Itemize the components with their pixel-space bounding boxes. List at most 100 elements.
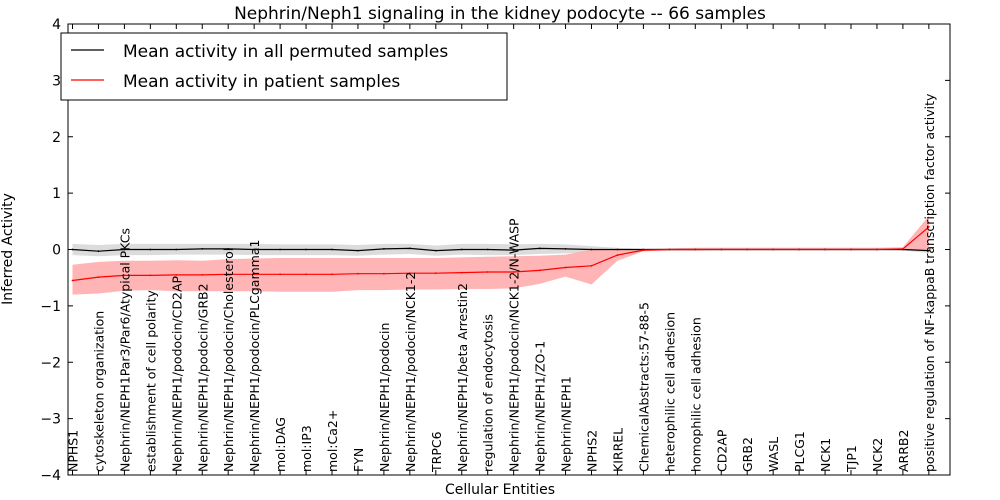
data-point bbox=[512, 271, 515, 273]
x-axis-label: Cellular Entities bbox=[445, 482, 555, 498]
x-tick-label: ARRB2 bbox=[896, 430, 911, 472]
series-lines bbox=[71, 226, 930, 282]
data-point bbox=[123, 248, 126, 251]
data-point bbox=[486, 248, 489, 251]
data-point bbox=[772, 248, 774, 251]
data-point bbox=[928, 249, 930, 252]
data-point bbox=[331, 273, 333, 276]
data-point bbox=[694, 248, 697, 251]
data-point bbox=[460, 248, 463, 251]
data-point bbox=[642, 249, 645, 252]
legend-box bbox=[60, 32, 508, 101]
x-tick-label: Nephrin/NEPH1/beta Arrestin2 bbox=[455, 283, 470, 472]
x-tick-label: Nephrin/NEPH1/podocin/Cholesterol bbox=[221, 248, 236, 472]
data-point bbox=[383, 248, 385, 250]
legend-label-permuted: Mean activity in all permuted samples bbox=[123, 42, 448, 62]
x-tick-label: FYN bbox=[351, 448, 366, 472]
x-tick-label: WASL bbox=[766, 437, 781, 472]
x-tick-label: ChemicalAbstracts:57-88-5 bbox=[636, 302, 651, 472]
x-tick-label: Nephrin/NEPH1/podocin bbox=[377, 323, 392, 472]
data-point bbox=[616, 254, 619, 256]
plot-frame bbox=[67, 23, 951, 476]
data-point bbox=[123, 274, 126, 277]
data-point bbox=[590, 248, 593, 251]
data-point bbox=[279, 273, 281, 276]
y-tick-label: 1 bbox=[52, 186, 61, 202]
data-point bbox=[486, 271, 489, 273]
chart-title: Nephrin/Neph1 signaling in the kidney po… bbox=[234, 4, 766, 24]
x-tick-label: positive regulation of NF-kappaB transcr… bbox=[922, 93, 937, 472]
x-tick-label: mol:Ca2+ bbox=[325, 410, 340, 472]
data-point bbox=[512, 249, 515, 252]
x-tick-label: NPHS2 bbox=[585, 430, 600, 472]
data-point bbox=[305, 248, 307, 251]
data-point bbox=[149, 274, 152, 277]
data-point bbox=[928, 226, 930, 228]
legend: Mean activity in all permuted samples Me… bbox=[60, 32, 508, 101]
data-point bbox=[824, 248, 826, 251]
x-tick-label: Nephrin/NEPH1/podocin/NCK1-2/N-WASP bbox=[507, 218, 522, 472]
data-point bbox=[97, 250, 100, 253]
y-tick-label: 0 bbox=[52, 243, 61, 259]
data-point bbox=[564, 266, 567, 269]
data-point bbox=[408, 272, 411, 275]
data-point bbox=[720, 248, 723, 251]
x-axis-tick-labels: NPHS1 cytoskeleton organization Nephrin/NE… bbox=[66, 93, 937, 473]
x-tick-label: GRB2 bbox=[740, 437, 755, 472]
data-point bbox=[253, 248, 256, 251]
data-point bbox=[227, 273, 230, 276]
y-axis-label: Inferred Activity bbox=[0, 193, 16, 305]
data-point bbox=[850, 248, 852, 251]
data-point bbox=[175, 274, 178, 276]
x-tick-label: KIRREL bbox=[610, 428, 625, 472]
x-tick-label: mol:IP3 bbox=[299, 425, 314, 472]
y-tick-label: 3 bbox=[52, 73, 61, 89]
data-point bbox=[798, 248, 800, 251]
data-point bbox=[616, 248, 619, 251]
data-point bbox=[201, 248, 204, 250]
x-tick-label: Nephrin/NEPH1/ZO-1 bbox=[533, 341, 548, 472]
line-series-1 bbox=[72, 226, 930, 282]
y-tick-label: −1 bbox=[40, 299, 61, 315]
data-point bbox=[383, 272, 385, 275]
data-point bbox=[408, 247, 411, 250]
data-point bbox=[71, 279, 74, 282]
y-tick-label: −4 bbox=[40, 468, 61, 484]
data-point bbox=[668, 248, 671, 251]
data-point bbox=[357, 249, 359, 252]
data-point bbox=[97, 276, 100, 278]
data-point bbox=[564, 248, 567, 250]
x-tick-label: mol:DAG bbox=[273, 417, 288, 472]
x-tick-label: Nephrin/NEPH1Par3/Par6/Atypical PKCs bbox=[117, 228, 132, 472]
x-tick-label: TJP1 bbox=[844, 445, 859, 473]
x-tick-label: regulation of endocytosis bbox=[481, 314, 496, 472]
data-point bbox=[175, 248, 178, 251]
x-tick-label: NCK2 bbox=[870, 438, 885, 472]
y-tick-label: 4 bbox=[52, 17, 61, 33]
data-point bbox=[876, 248, 878, 251]
y-tick-label: −2 bbox=[40, 355, 61, 371]
x-tick-label: Nephrin/NEPH1/podocin/PLCgamma1 bbox=[247, 240, 262, 472]
x-tick-label: homophilic cell adhesion bbox=[688, 317, 703, 472]
data-point bbox=[357, 272, 359, 275]
x-tick-label: TRPC6 bbox=[429, 431, 444, 473]
x-tick-label: Nephrin/NEPH1/podocin/GRB2 bbox=[195, 283, 210, 472]
legend-label-patient: Mean activity in patient samples bbox=[123, 72, 400, 92]
data-point bbox=[590, 264, 593, 267]
x-tick-label: NPHS1 bbox=[66, 430, 81, 472]
y-axis-ticks: −4 −3 −2 −1 0 1 2 3 4 bbox=[40, 17, 950, 484]
x-tick-label: establishment of cell polarity bbox=[143, 290, 158, 472]
data-point bbox=[149, 248, 152, 251]
x-tick-label: Nephrin/NEPH1/podocin/CD2AP bbox=[169, 276, 184, 472]
data-point bbox=[902, 248, 904, 250]
data-point bbox=[201, 274, 204, 276]
data-point bbox=[279, 248, 281, 251]
x-tick-label: CD2AP bbox=[714, 429, 729, 472]
data-point bbox=[434, 272, 437, 275]
y-tick-label: −3 bbox=[40, 412, 61, 428]
y-tick-label: 2 bbox=[52, 130, 61, 146]
data-point bbox=[460, 271, 463, 274]
data-point bbox=[746, 248, 749, 251]
x-axis-ticks bbox=[72, 24, 930, 475]
